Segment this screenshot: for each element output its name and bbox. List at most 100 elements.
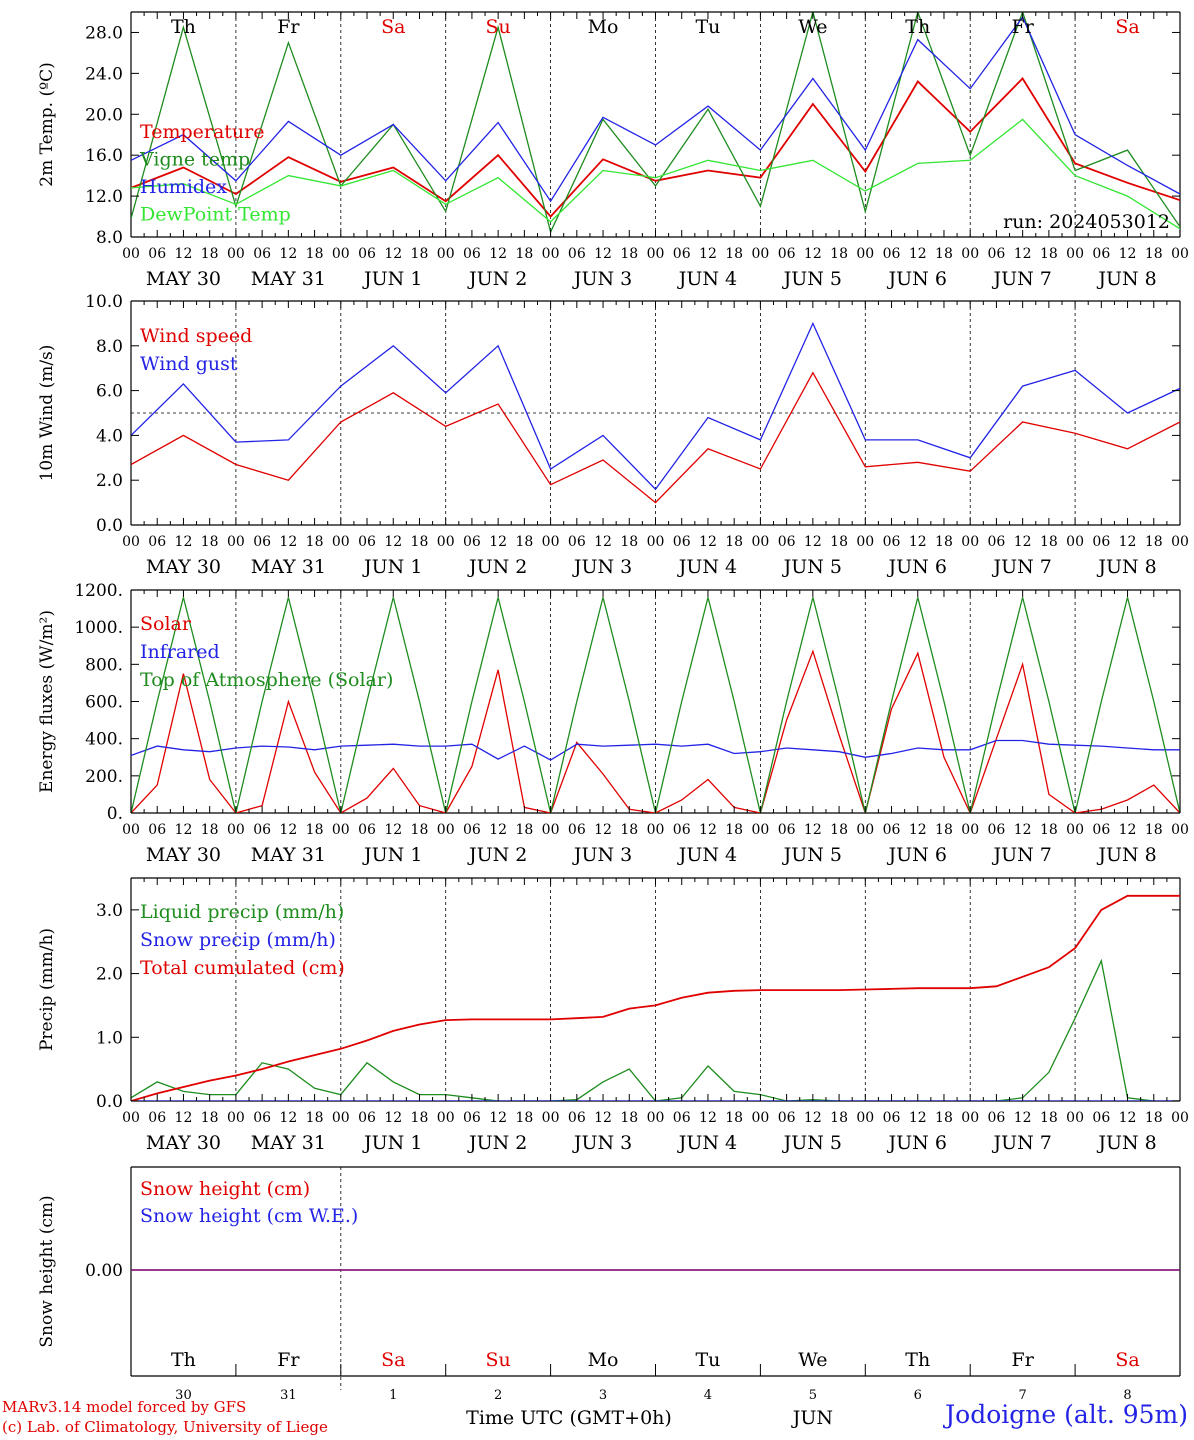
date-label: JUN 1: [362, 556, 422, 578]
hour-tick-label: 18: [1145, 534, 1163, 550]
series-temperature-line: [131, 77, 1180, 218]
hour-tick-label: 00: [1171, 1110, 1189, 1126]
hour-tick-label: 00: [1066, 246, 1084, 262]
hour-tick-label: 00: [647, 534, 665, 550]
hour-tick-label: 12: [384, 1110, 402, 1126]
hour-tick-label: 18: [725, 246, 743, 262]
weekday-label: Mo: [588, 16, 619, 38]
hour-tick-label: 06: [568, 246, 586, 262]
hour-tick-label: 12: [489, 534, 507, 550]
legend-entry: Temperature: [140, 121, 264, 143]
hour-tick-label: 06: [358, 822, 376, 838]
hour-tick-label: 12: [279, 1110, 297, 1126]
hour-tick-label: 06: [988, 1110, 1006, 1126]
month-label: JUN: [791, 1407, 833, 1429]
hour-tick-label: 18: [830, 246, 848, 262]
hour-tick-label: 18: [1040, 534, 1058, 550]
hour-tick-label: 18: [306, 1110, 324, 1126]
date-label: JUN 5: [782, 268, 842, 290]
hour-tick-label: 12: [1014, 822, 1032, 838]
hour-tick-label: 00: [751, 1110, 769, 1126]
hour-tick-label: 18: [725, 1110, 743, 1126]
y-tick-label: 16.0: [85, 146, 123, 166]
hour-tick-label: 12: [594, 246, 612, 262]
hour-tick-label: 06: [148, 822, 166, 838]
hour-tick-label: 00: [437, 534, 455, 550]
hour-tick-label: 12: [909, 822, 927, 838]
y-axis-label: 2m Temp. (ºC): [37, 62, 57, 187]
hour-tick-label: 06: [1092, 534, 1110, 550]
hour-tick-label: 18: [725, 822, 743, 838]
hour-tick-label: 00: [542, 822, 560, 838]
hour-tick-label: 12: [489, 246, 507, 262]
hour-tick-label: 18: [1040, 1110, 1058, 1126]
hour-tick-label: 12: [1119, 822, 1137, 838]
hour-tick-label: 12: [909, 1110, 927, 1126]
x-axis-label: Time UTC (GMT+0h): [466, 1407, 672, 1429]
y-axis-1: 8.0 12.0 16.0 20.0 24.0 28.0 2m Temp. (ºC): [37, 23, 1180, 248]
hour-tick-label: 18: [1040, 822, 1058, 838]
hour-tick-label: 00: [1066, 822, 1084, 838]
date-label: JUN 8: [1096, 268, 1156, 290]
hour-tick-label: 06: [1092, 822, 1110, 838]
hour-tick-label: 12: [804, 534, 822, 550]
date-label: MAY 31: [251, 556, 326, 578]
y-tick-label: 0.00: [85, 1261, 123, 1281]
hour-tick-label: 06: [358, 246, 376, 262]
hour-tick-label: 00: [542, 534, 560, 550]
day-number-label: 5: [809, 1388, 817, 1403]
time-axis-3: 00 06 12 18 00 06 12 18 00 06 12 18 00 06 12 18 00 06 12 18…: [122, 590, 1189, 866]
hour-tick-label: 18: [935, 822, 953, 838]
legend-entry: DewPoint Temp: [140, 204, 291, 226]
hour-tick-label: 06: [883, 1110, 901, 1126]
hour-tick-label: 06: [253, 1110, 271, 1126]
hour-tick-label: 12: [804, 822, 822, 838]
hour-tick-label: 18: [411, 534, 429, 550]
hour-tick-label: 00: [122, 1110, 140, 1126]
day-number-label: 1: [389, 1388, 397, 1403]
series-humidex-line: [131, 15, 1180, 203]
hour-tick-label: 00: [751, 534, 769, 550]
legend-entry: Liquid precip (mm/h): [140, 901, 344, 923]
date-label: JUN 7: [991, 268, 1051, 290]
date-label: JUN 6: [887, 1132, 947, 1154]
hour-tick-label: 00: [122, 534, 140, 550]
hour-tick-label: 18: [515, 534, 533, 550]
date-label: JUN 5: [782, 556, 842, 578]
day-number-label: 30: [175, 1388, 192, 1403]
weekday-label: Th: [905, 16, 930, 38]
date-label: JUN 8: [1096, 556, 1156, 578]
hour-tick-label: 00: [961, 246, 979, 262]
date-label: JUN 3: [572, 556, 632, 578]
y-tick-label: 20.0: [85, 105, 123, 125]
model-credit-line-1: MARv3.14 model forced by GFS: [2, 1398, 247, 1416]
weekday-label: Fr: [277, 16, 300, 38]
series-vigne-temp-line: [131, 12, 1180, 234]
hour-tick-label: 06: [883, 534, 901, 550]
hour-tick-label: 00: [647, 822, 665, 838]
day-number-label: 2: [494, 1388, 502, 1403]
hour-tick-label: 00: [122, 246, 140, 262]
weekday-label: Tu: [695, 1349, 720, 1371]
date-label: JUN 4: [677, 556, 737, 578]
hour-tick-label: 18: [515, 1110, 533, 1126]
y-tick-label: 2.0: [96, 965, 123, 985]
hour-tick-label: 00: [332, 1110, 350, 1126]
hour-tick-label: 06: [253, 822, 271, 838]
hour-tick-label: 00: [332, 246, 350, 262]
hour-tick-label: 06: [463, 822, 481, 838]
date-label: MAY 31: [251, 844, 326, 866]
hour-tick-label: 06: [988, 822, 1006, 838]
date-label: JUN 7: [991, 844, 1051, 866]
hour-tick-label: 18: [201, 822, 219, 838]
hour-tick-label: 12: [804, 1110, 822, 1126]
hour-tick-label: 12: [909, 534, 927, 550]
hour-tick-label: 12: [594, 822, 612, 838]
weekday-label: Fr: [277, 1349, 300, 1371]
hour-tick-label: 00: [437, 822, 455, 838]
hour-tick-label: 00: [332, 822, 350, 838]
date-label: JUN 6: [887, 268, 947, 290]
date-label: MAY 30: [146, 556, 221, 578]
series-liquid-precip-mm-h-line: [131, 958, 1180, 1101]
date-label: JUN 5: [782, 1132, 842, 1154]
